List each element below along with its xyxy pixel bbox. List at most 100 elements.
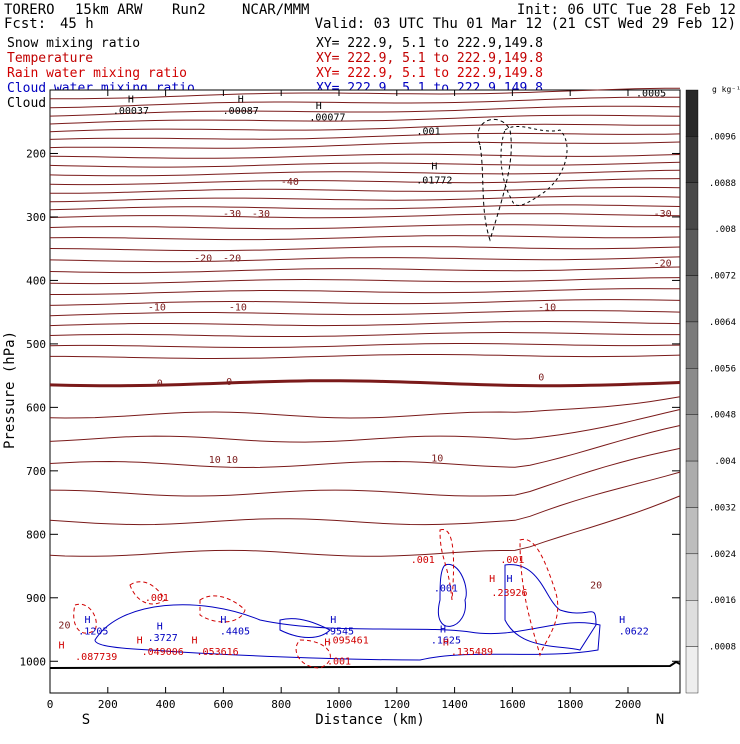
colorbar-label: .0096 [709,132,736,142]
max-marker: H [489,574,495,585]
colorbar-label: .0016 [709,596,736,606]
isotherm [49,141,681,149]
legend-entry: Rain water mixing ratio [7,66,187,81]
isotherm [49,425,681,469]
rain-label: .053616 [197,647,239,658]
isotherm [49,105,681,117]
x-tick-label: 400 [156,698,176,711]
colorbar-swatch [685,228,699,276]
colorbar: .0096 .0088 .008 .0072 .0064 .0056 .0048 .004 .0… [685,89,736,694]
rain-label: .001 [145,593,169,604]
isotherm [49,153,681,159]
valid-time: Valid: 03 UTC Thu 01 Mar 12 (21 CST Wed … [315,16,736,32]
colorbar-label: .0088 [709,179,736,189]
rain-label: .001 [411,555,435,566]
colorbar-swatch [685,182,699,230]
y-tick-label: 800 [26,528,46,541]
temperature-contours [49,87,681,669]
isotherm [49,132,681,140]
isotherm [49,266,681,274]
temperature-label: 20 [58,620,70,631]
cloud-water-label: .0622 [619,627,649,638]
contour-line [519,538,559,657]
colorbar-swatch [685,89,699,137]
isotherm [49,277,681,285]
max-marker: H [238,95,244,106]
isotherm [49,178,681,186]
snow-label: .00037 [113,106,149,117]
x-tick-label: 1400 [441,698,468,711]
x-tick-label: 800 [271,698,291,711]
max-marker: H [220,615,226,626]
cloud-water-label: .9545 [324,627,354,638]
resolution: 15km ARW [75,2,143,18]
x-tick-label: 200 [98,698,118,711]
isotherm [49,114,681,125]
colorbar-swatch [685,646,699,694]
isotherm [49,343,681,348]
isotherm [49,409,681,443]
x-tick-label: 1600 [499,698,526,711]
isotherm [50,288,681,295]
colorbar-label: .0064 [709,318,736,328]
max-marker: H [128,95,134,106]
colorbar-label: .0032 [709,503,736,513]
colorbar-label: .0048 [709,411,736,421]
colorbar-swatch [685,136,699,183]
x-tick-label: 1800 [557,698,584,711]
run-label: Run2 [172,2,206,18]
isotherm [49,123,680,133]
rain-label: .087739 [75,652,117,663]
temperature-label: 0 [538,373,544,384]
isotherm [49,256,681,263]
max-marker: H [506,574,512,585]
isotherm [49,246,681,252]
isotherm [49,320,681,327]
y-tick-label: 700 [26,465,46,478]
legend-xy: XY= 222.9, 5.1 to 222.9,149.8 [316,66,543,81]
y-axis-title: Pressure (hPa) [2,331,18,449]
ice-label: .001 [417,126,441,137]
rain-label: .23926 [491,588,527,599]
x-tick-label: 0 [47,698,54,711]
contour-line [437,564,467,627]
colorbar-swatch [685,460,699,508]
colorbar-swatch [685,275,699,323]
rain-label: .095461 [327,635,369,646]
max-marker: H [316,101,322,112]
isotherm [49,169,681,177]
cloud-water-label: .4405 [220,627,250,638]
cloud-water-label: .1205 [78,627,108,638]
zero-isotherm [49,379,681,388]
contour-line [500,125,568,206]
colorbar-swatch [685,321,699,369]
hydrometeor-contours [73,118,601,669]
colorbar-swatch [685,414,699,462]
north-label: N [656,712,664,728]
temperature-label: 10 [209,455,221,466]
max-marker: H [157,622,163,633]
cloud-water-label: .001 [434,583,458,594]
colorbar-label: .0024 [709,550,736,560]
max-marker: H [59,641,65,652]
contour-line [279,618,331,638]
isotherm [49,310,681,317]
temperature-label: 0 [157,378,163,389]
temperature-label: -30 [654,209,672,220]
colorbar-label: .0056 [709,364,736,374]
colorbar-swatch [685,368,699,415]
isotherm [49,96,681,109]
max-marker: H [85,615,91,626]
max-marker: H [619,615,625,626]
temperature-label: -30 [252,209,270,220]
colorbar-unit: g kg⁻¹ [712,85,740,94]
max-marker: H [431,161,437,172]
isotherm [49,447,681,497]
y-tick-label: 400 [26,274,46,287]
temperature-label: -20 [223,253,241,264]
x-tick-label: 600 [213,698,233,711]
isotherm [49,235,681,241]
temperature-label: 20 [590,580,602,591]
legend-entry: Snow mixing ratio [7,36,140,51]
y-tick-label: 300 [26,211,46,224]
